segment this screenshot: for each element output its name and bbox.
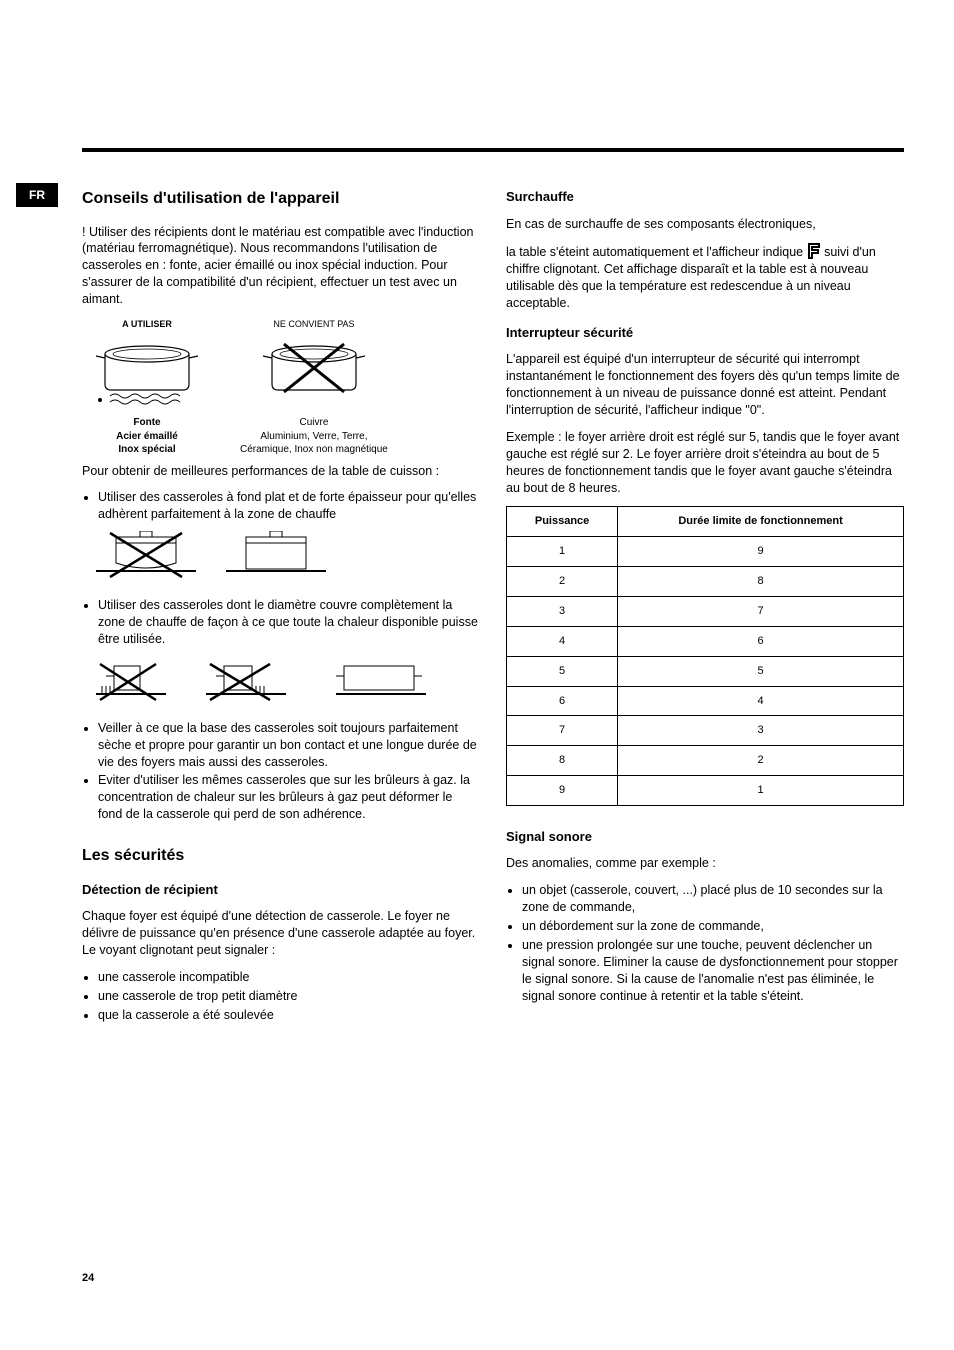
table-cell: 9 — [507, 776, 618, 806]
table-cell: 5 — [618, 656, 904, 686]
signal-list: un objet (casserole, couvert, ...) placé… — [506, 882, 904, 1004]
table-header-row: Puissance Durée limite de fonctionnement — [507, 507, 904, 537]
table-cell: 8 — [618, 567, 904, 597]
perf-list-1: Utiliser des casseroles à fond plat et d… — [82, 489, 480, 523]
cookware-suitable: A UTILISER Fonte Acier émaillé Inox spéc… — [82, 318, 212, 457]
table-cell: 7 — [618, 597, 904, 627]
signal-intro: Des anomalies, comme par exemple : — [506, 855, 904, 872]
left-column: Conseils d'utilisation de l'appareil ! U… — [82, 188, 480, 1032]
cap-fonte: Fonte — [82, 416, 212, 430]
diagram-diameter — [96, 656, 436, 712]
table-cell: 5 — [507, 656, 618, 686]
li-small: une casserole de trop petit diamètre — [98, 988, 480, 1005]
cookware-row: A UTILISER Fonte Acier émaillé Inox spéc… — [82, 318, 480, 457]
li-s1: un objet (casserole, couvert, ...) placé… — [522, 882, 904, 916]
label-suitable: A UTILISER — [82, 318, 212, 330]
caption-suitable: Fonte Acier émaillé Inox spécial — [82, 416, 212, 457]
table-row: 64 — [507, 686, 904, 716]
table-cell: 1 — [507, 537, 618, 567]
cap-acier: Acier émaillé — [82, 430, 212, 444]
inter-p2: Exemple : le foyer arrière droit est rég… — [506, 429, 904, 497]
table-cell: 8 — [507, 746, 618, 776]
page-content: Conseils d'utilisation de l'appareil ! U… — [82, 188, 904, 1032]
heading-detection: Détection de récipient — [82, 881, 480, 899]
table-cell: 3 — [618, 716, 904, 746]
pot-suitable-icon — [82, 334, 212, 414]
table-cell: 9 — [618, 537, 904, 567]
table-row: 19 — [507, 537, 904, 567]
li-s2: un débordement sur la zone de commande, — [522, 918, 904, 935]
li-s3: une pression prolongée sur une touche, p… — [522, 937, 904, 1005]
perf-list-2: Utiliser des casseroles dont le diamètre… — [82, 597, 480, 648]
surch-p2a: la table s'éteint automatiquement et l'a… — [506, 245, 807, 259]
table-cell: 3 — [507, 597, 618, 627]
cap-cuivre: Cuivre — [240, 416, 388, 430]
table-row: 82 — [507, 746, 904, 776]
table-cell: 2 — [507, 567, 618, 597]
inter-p1: L'appareil est équipé d'un interrupteur … — [506, 351, 904, 419]
detection-paragraph: Chaque foyer est équipé d'une détection … — [82, 908, 480, 959]
li-diam: Utiliser des casseroles dont le diamètre… — [98, 597, 480, 648]
page-number: 24 — [82, 1271, 94, 1286]
surch-p2: la table s'éteint automatiquement et l'a… — [506, 242, 904, 312]
li-lifted: que la casserole a été soulevée — [98, 1007, 480, 1024]
table-row: 55 — [507, 656, 904, 686]
detection-list: une casserole incompatible une casserole… — [82, 969, 480, 1024]
table-cell: 4 — [618, 686, 904, 716]
heading-conseils: Conseils d'utilisation de l'appareil — [82, 188, 480, 210]
li-gas: Eviter d'utiliser les mêmes casseroles q… — [98, 772, 480, 823]
cap-alu: Aluminium, Verre, Terre, — [240, 430, 388, 444]
heading-interrupteur: Interrupteur sécurité — [506, 324, 904, 342]
table-cell: 4 — [507, 626, 618, 656]
th-puissance: Puissance — [507, 507, 618, 537]
pot-unsuitable-icon — [249, 334, 379, 414]
intro-paragraph: ! Utiliser des récipients dont le matéri… — [82, 224, 480, 308]
right-column: Surchauffe En cas de surchauffe de ses c… — [506, 188, 904, 1032]
table-cell: 6 — [618, 626, 904, 656]
table-cell: 2 — [618, 746, 904, 776]
top-rule — [82, 148, 904, 152]
diagram-flat-bottom — [96, 531, 326, 589]
table-row: 46 — [507, 626, 904, 656]
cap-inox: Inox spécial — [82, 443, 212, 457]
heading-signal: Signal sonore — [506, 828, 904, 846]
language-badge: FR — [16, 183, 58, 207]
heading-securites: Les sécurités — [82, 845, 480, 867]
label-unsuitable: NE CONVIENT PAS — [240, 318, 388, 330]
perf-intro: Pour obtenir de meilleures performances … — [82, 463, 480, 480]
cap-ceram: Céramique, Inox non magnétique — [240, 443, 388, 457]
li-flat: Utiliser des casseroles à fond plat et d… — [98, 489, 480, 523]
th-duree: Durée limite de fonctionnement — [618, 507, 904, 537]
perf-list-3: Veiller à ce que la base des casseroles … — [82, 720, 480, 823]
cookware-unsuitable: NE CONVIENT PAS Cuivre Aluminium, Verre,… — [240, 318, 388, 457]
table-row: 73 — [507, 716, 904, 746]
power-table: Puissance Durée limite de fonctionnement… — [506, 506, 904, 805]
table-cell: 6 — [507, 686, 618, 716]
surch-p1: En cas de surchauffe de ses composants é… — [506, 216, 904, 233]
f-display-icon — [807, 242, 821, 260]
table-row: 37 — [507, 597, 904, 627]
caption-unsuitable: Cuivre Aluminium, Verre, Terre, Céramiqu… — [240, 416, 388, 457]
table-cell: 7 — [507, 716, 618, 746]
table-row: 28 — [507, 567, 904, 597]
li-dry: Veiller à ce que la base des casseroles … — [98, 720, 480, 771]
li-incompat: une casserole incompatible — [98, 969, 480, 986]
table-row: 91 — [507, 776, 904, 806]
heading-surchauffe: Surchauffe — [506, 188, 904, 206]
table-cell: 1 — [618, 776, 904, 806]
